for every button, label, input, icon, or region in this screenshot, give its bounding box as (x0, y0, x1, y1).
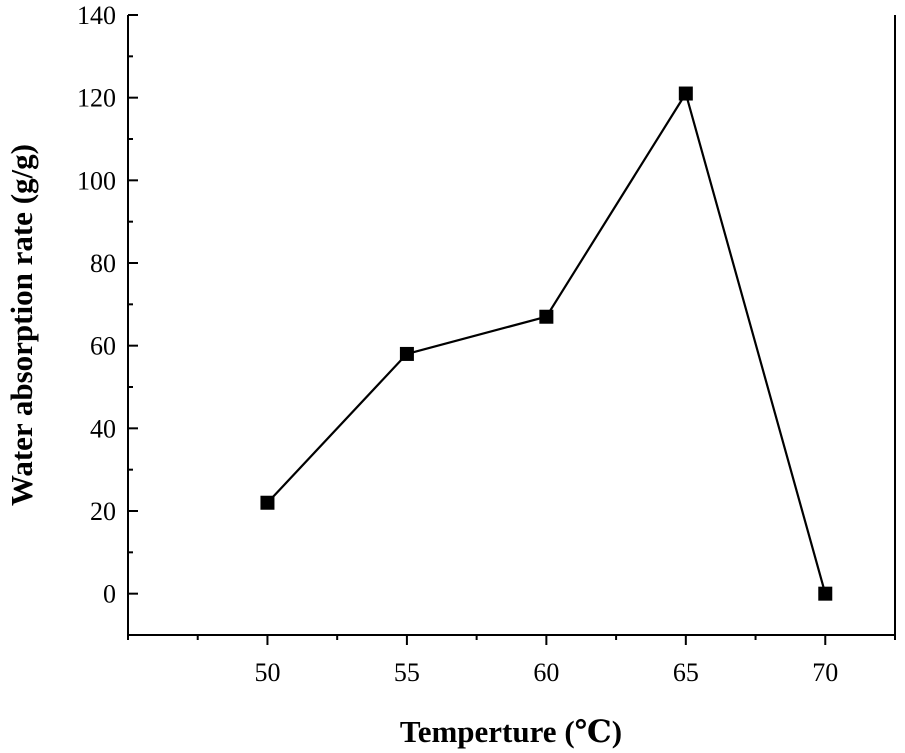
y-tick-label: 60 (90, 332, 116, 361)
x-axis-title: Temperture (℃) (400, 714, 622, 749)
y-tick-label: 40 (90, 414, 116, 443)
x-ticks: 50 55 60 65 70 (127, 635, 896, 687)
data-point-marker (399, 346, 414, 361)
y-tick-label: 0 (103, 580, 116, 609)
series-group (260, 86, 833, 601)
y-tick-label: 20 (90, 497, 116, 526)
x-tick-label: 70 (812, 658, 838, 687)
y-axis-title: Water absorption rate (g/g) (4, 144, 39, 506)
plot-frame (127, 15, 896, 636)
x-tick-label: 65 (673, 658, 699, 687)
x-tick-label: 55 (394, 658, 420, 687)
y-tick-label: 120 (77, 84, 116, 113)
data-point-marker (260, 495, 275, 510)
y-tick-label: 100 (77, 166, 116, 195)
y-tick-label: 140 (77, 1, 116, 30)
y-tick-label: 80 (90, 249, 116, 278)
data-point-marker (818, 586, 833, 601)
y-ticks: 0 20 40 60 80 100 120 140 (77, 1, 138, 636)
x-tick-label: 60 (533, 658, 559, 687)
x-tick-label: 50 (254, 658, 280, 687)
data-point-marker (539, 309, 554, 324)
data-point-marker (678, 86, 693, 101)
